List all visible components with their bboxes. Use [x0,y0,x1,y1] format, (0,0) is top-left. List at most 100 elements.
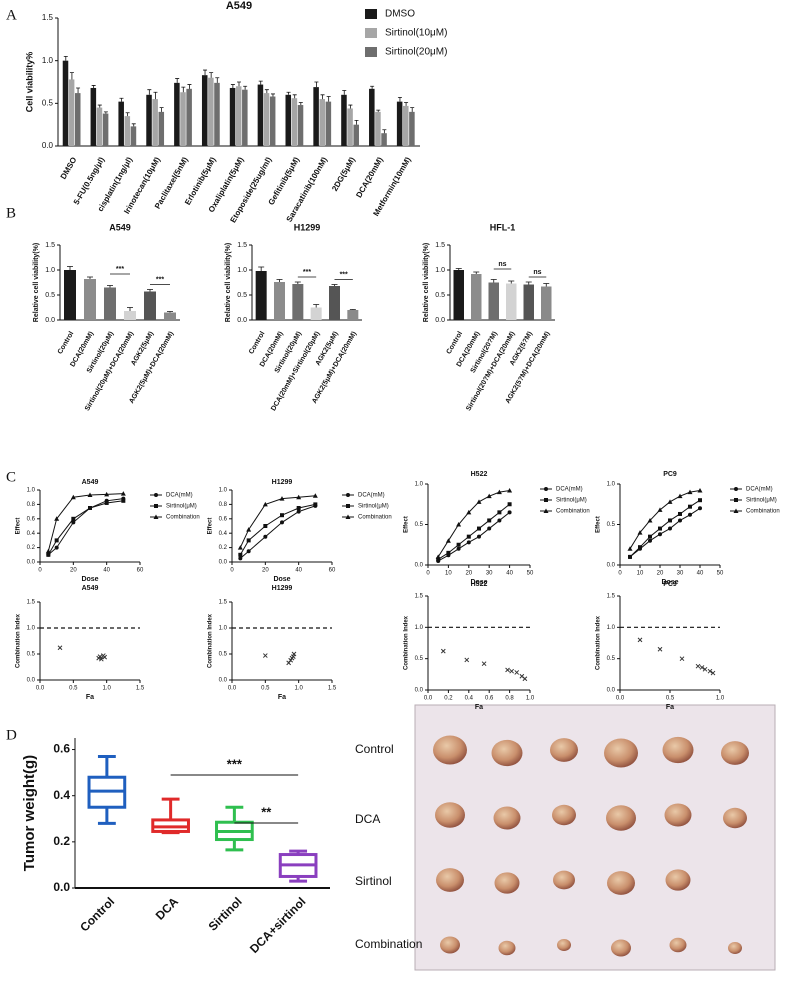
legend-label: Sirtinol(μM) [166,504,197,510]
x-tick-label: Control [77,894,117,934]
whisker-upper [161,797,180,820]
chart-title: A549 [226,0,252,12]
x-tick-label: 50 [717,571,724,577]
marker [698,506,702,511]
marker [698,498,702,503]
error-bar [342,90,347,95]
y-tick-label: 1.5 [219,600,228,606]
x-tick-label: Control [446,330,465,355]
y-tick-label: 1.5 [415,594,424,600]
tumor [662,736,694,764]
marker [154,493,158,497]
marker [280,513,284,518]
significance-label: ns [498,261,506,268]
marker [487,526,492,531]
error-bar [181,86,186,93]
y-tick-label: 0.0 [53,880,70,894]
bar [64,270,76,320]
bar [68,79,75,146]
bar [347,108,353,146]
y-tick-label: 1.5 [435,242,445,249]
x-tick-label: 40 [295,568,302,574]
marker [637,530,643,535]
marker [658,532,662,537]
panel-label: A [6,7,17,23]
x-axis-label: Fa [278,694,286,701]
legend-label: Sirtinol(μM) [746,498,777,504]
y-axis-label: Combination Index [404,615,410,670]
legend-label: DCA(mM) [556,487,583,493]
significance-label: ns [533,269,541,276]
tumor [611,939,631,957]
y-tick-label: 0.5 [237,292,247,299]
marker [246,538,251,543]
chart-title: PC9 [663,581,677,588]
error-bar [167,311,173,313]
photo-label: DCA [355,812,380,826]
line [239,503,316,556]
y-tick-label: 0.2 [27,545,36,551]
y-tick-label: 1.0 [27,488,36,494]
x-axis-label: Fa [666,704,674,711]
y-axis-label: Effect [208,518,214,535]
chart-title: A549 [82,479,99,486]
significance-label: *** [340,271,348,278]
x-axis-label: Dose [470,579,487,586]
y-tick-label: 0.0 [607,563,616,569]
error-bar [125,112,130,117]
legend-label: Sirtinol(μM) [556,498,587,504]
x-tick-label: 1.0 [294,686,303,692]
bar [152,99,158,146]
error-bar [215,77,220,83]
error-bar [258,266,265,271]
marker [648,538,652,543]
bar [84,279,96,320]
x-tick-label: 0.6 [485,696,494,702]
y-tick-label: 0.4 [219,531,228,537]
x-tick-label: DCA(20mM) [354,155,385,199]
x-tick-label: 1.5 [136,686,145,692]
tumor [498,940,516,956]
bar [325,101,332,146]
y-tick-label: 0.5 [27,652,36,658]
y-axis-label: Effect [404,516,410,533]
error-bar [473,271,480,274]
error-bar [354,120,359,125]
bar [453,270,464,320]
chart-title: A549 [82,585,99,592]
bar [186,88,192,146]
bar [319,99,326,146]
tumor [669,937,687,953]
marker [456,546,461,551]
whisker-upper [225,805,244,823]
bar [274,282,285,320]
y-tick-label: 1.0 [219,626,228,632]
error-bar [209,72,214,78]
x-tick-label: 0.5 [261,686,270,692]
x-tick-label: 10 [445,571,452,577]
bar [471,274,482,320]
chart-title: PC9 [663,471,677,478]
x-tick-label: 40 [103,568,110,574]
line [239,495,316,548]
error-bar [382,129,387,134]
bar [329,286,340,320]
x-axis-label: Dose [661,579,678,586]
marker [263,524,268,528]
y-tick-label: 0.0 [237,317,247,324]
y-axis-label: Effect [16,518,22,535]
x-tick-label: 20 [70,568,77,574]
error-bar [258,80,263,85]
y-tick-label: 0.5 [415,522,424,528]
y-tick-label: 0.6 [53,742,70,756]
marker [667,499,673,504]
marker [497,510,502,515]
error-bar [348,104,353,109]
y-tick-label: 0.4 [53,788,70,802]
error-bar [397,96,402,102]
bar [285,94,292,146]
bar [541,286,552,320]
x-tick-label: Control [248,330,267,355]
